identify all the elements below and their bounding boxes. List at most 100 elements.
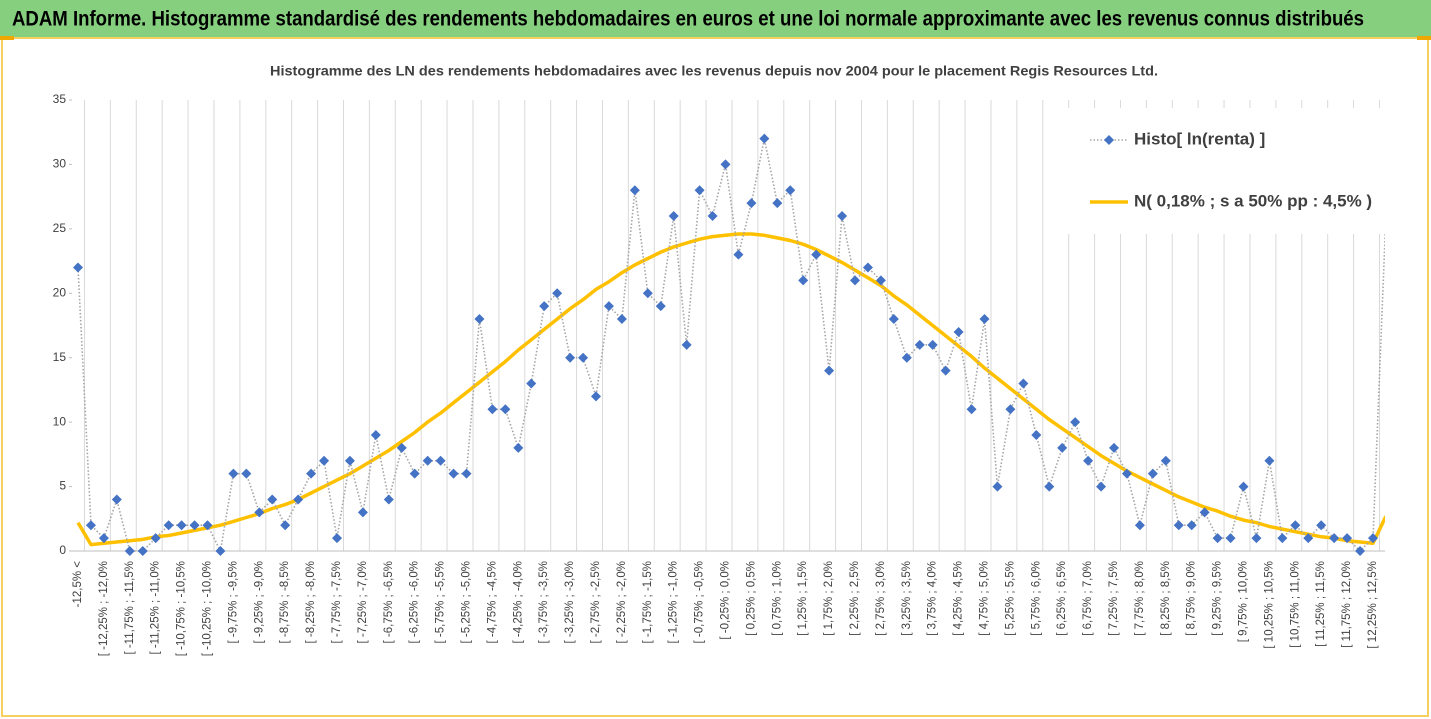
chart-title: Histogramme des LN des rendements hebdom… [270,63,1158,79]
marker [1329,533,1340,544]
marker [1083,455,1094,466]
x-tick-label: [ -8,75% ; -8,5% [279,561,291,643]
y-tick-label: 35 [53,92,67,106]
y-tick-label: 20 [53,285,67,299]
x-tick-label: [ 0,75% ; 1,0% [771,561,783,636]
marker [1173,520,1184,531]
y-tick-label: 15 [53,350,67,364]
marker [85,520,96,531]
x-tick-label: [ 5,25% ; 5,5% [1004,561,1016,636]
marker [254,507,265,518]
marker [1096,481,1107,492]
marker [383,494,394,505]
marker [1199,507,1210,518]
marker [1212,533,1223,544]
legend-label: Histo[ ln(renta) ] [1134,129,1265,148]
marker [539,301,550,312]
marker [1251,533,1262,544]
marker [1134,520,1145,531]
x-tick-label: [ 6,75% ; 7,0% [1082,561,1094,636]
marker [1018,378,1029,389]
marker [163,520,174,531]
marker [733,249,744,260]
marker [228,468,239,479]
corner [0,36,14,40]
marker [1070,417,1081,428]
marker [642,288,653,299]
title-bar [0,0,1431,38]
marker [824,365,835,376]
x-tick-label: [ 10,25% ; 10,5% [1263,561,1275,649]
marker [215,546,226,556]
marker [396,442,407,453]
y-tick-label: 10 [53,414,67,428]
marker [694,185,705,196]
x-tick-label: [ -1,25% ; -1,0% [668,561,680,643]
marker [306,468,317,479]
y-tick-label: 30 [53,157,67,171]
marker [461,468,472,479]
x-tick-label: [ -5,75% ; -5,5% [435,561,447,643]
x-tick-label: [ 1,25% ; 1,5% [797,561,809,636]
legend-label: N( 0,18% ; s a 50% pp : 4,5% ) [1134,191,1372,210]
marker [73,262,83,273]
marker [875,275,886,286]
x-tick-label: [ 3,25% ; 3,5% [901,561,913,636]
marker [707,210,718,221]
marker [500,404,511,415]
x-tick-label: [ -4,75% ; -4,5% [486,561,498,643]
x-tick-label: [ -10,75% ; -10,5% [176,561,188,656]
marker [1160,455,1171,466]
marker [953,326,964,337]
marker [513,442,524,453]
marker [1186,520,1197,531]
x-tick-label: [ 12,25% ; 12,5% [1367,561,1379,649]
x-tick-label: [ 6,25% ; 6,5% [1056,561,1068,636]
x-tick-label: [ -8,25% ; -8,0% [305,561,317,643]
marker [772,198,783,209]
marker [1316,520,1327,531]
x-tick-label: [ 2,75% ; 3,0% [875,561,887,636]
marker [811,249,822,260]
series-line [77,137,1385,552]
legend-marker [1104,135,1114,145]
x-tick-label: -12,5% < [72,561,84,608]
x-tick-label: [ -3,75% ; -3,5% [538,561,550,643]
marker [862,262,873,273]
marker [344,455,355,466]
plot-area [73,133,1385,556]
x-tick-label: [ 11,75% ; 12,0% [1341,561,1353,648]
marker [1238,481,1249,492]
y-tick-label: 0 [59,543,66,557]
x-tick-label: [ 5,75% ; 6,0% [1030,561,1042,636]
marker [992,481,1003,492]
marker [267,494,278,505]
x-tick-label: [ -3,25% ; -3,0% [564,561,576,643]
x-tick-label: [ 4,25% ; 4,5% [953,561,965,636]
x-tick-label: [ -10,25% ; -10,0% [202,561,214,656]
marker [1225,533,1236,544]
marker [837,210,848,221]
x-tick-label: [ -1,75% ; -1,5% [642,561,654,643]
marker [422,455,433,466]
x-tick-label: [ -6,25% ; -6,0% [409,561,421,643]
marker [409,468,420,479]
marker [280,520,291,531]
page-title: ADAM Informe. Histogramme standardisé de… [12,8,1364,31]
frame [1,37,1429,717]
marker [176,520,187,531]
marker [901,352,912,363]
x-tick-label: [ -2,75% ; -2,5% [590,561,602,643]
marker [966,404,977,415]
marker [319,455,330,466]
marker [759,133,770,144]
marker [124,546,135,556]
x-tick-label: [ -7,75% ; -7,5% [331,561,343,643]
marker [785,185,796,196]
marker [111,494,122,505]
x-tick-label: [ -9,75% ; -9,5% [227,561,239,643]
marker [655,301,666,312]
marker [616,314,627,325]
marker [591,391,601,402]
